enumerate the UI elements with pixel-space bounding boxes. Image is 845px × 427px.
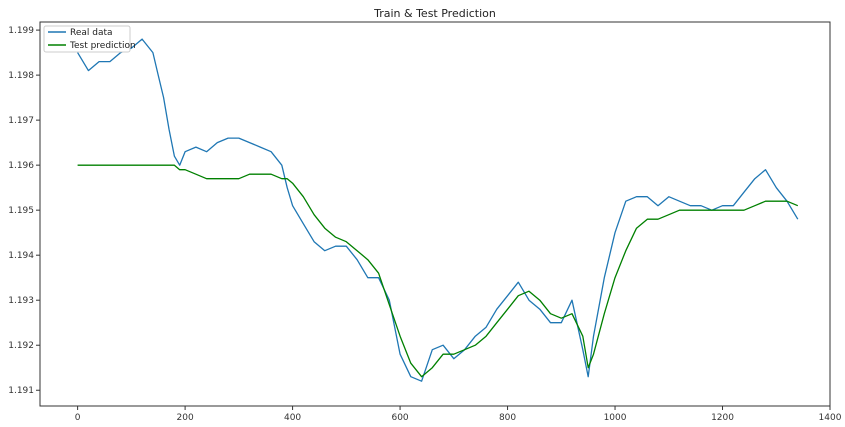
x-tick-label: 800 [499,413,516,423]
chart-title: Train & Test Prediction [373,7,496,20]
y-tick-label: 1.191 [8,386,34,396]
y-axis: 1.191 1.192 1.193 1.194 1.195 1.196 1.197 1.198… [8,26,40,396]
legend-label-real-data: Real data [70,28,113,38]
y-tick-label: 1.193 [8,296,34,306]
x-tick-label: 1200 [711,413,734,423]
y-tick-label: 1.198 [8,71,34,81]
y-tick-label: 1.195 [8,206,34,216]
y-tick-label: 1.192 [8,341,34,351]
y-tick-label: 1.199 [8,26,34,36]
x-tick-label: 1400 [819,413,842,423]
y-tick-label: 1.196 [8,161,34,171]
series-line-test-prediction [77,164,799,378]
x-tick-label: 1000 [604,413,627,423]
x-axis: 0 200 400 600 800 1000 1200 1400 [75,406,842,423]
legend: Real data Test prediction [43,25,136,53]
plot-lines [77,38,799,382]
y-tick-label: 1.194 [8,251,34,261]
x-tick-label: 600 [391,413,408,423]
y-tick-label: 1.197 [8,116,34,126]
legend-label-test-prediction: Test prediction [69,41,136,51]
plot-frame [39,21,831,407]
x-tick-label: 400 [284,413,301,423]
x-tick-label: 200 [177,413,194,423]
series-line-real-data [77,38,799,382]
x-tick-label: 0 [75,413,81,423]
